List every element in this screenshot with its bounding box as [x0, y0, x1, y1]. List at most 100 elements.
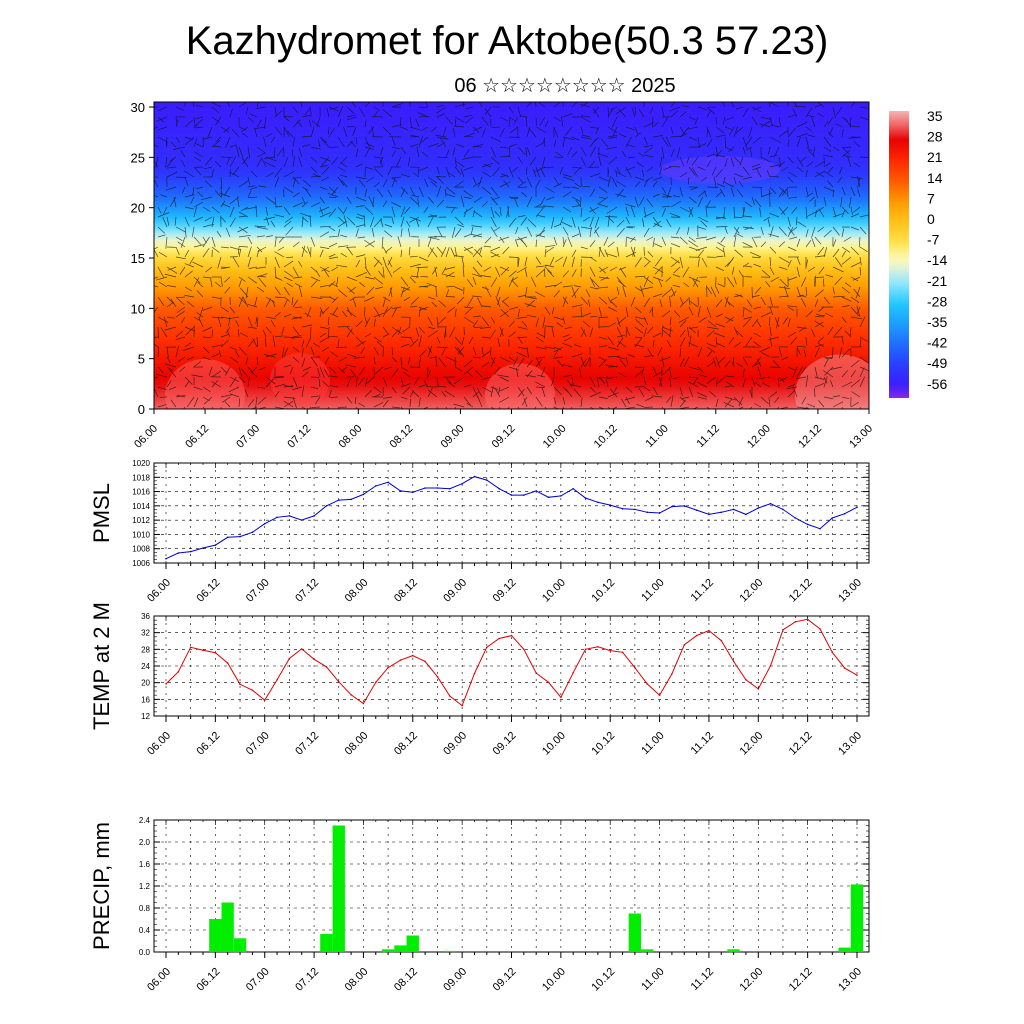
wind-barb [535, 317, 539, 328]
x-tick-label: 12.12 [787, 966, 815, 994]
wind-barb [643, 179, 649, 188]
wind-barb [409, 336, 414, 344]
precip-bar [233, 938, 247, 953]
wind-barb [166, 301, 174, 308]
wind-barb [164, 363, 177, 368]
wind-barb [636, 403, 645, 408]
wind-barb [619, 266, 627, 271]
wind-barb [760, 116, 772, 120]
wind-barb [796, 376, 807, 379]
temp2m-point [300, 648, 303, 650]
wind-barb [329, 256, 339, 259]
wind-barb [451, 226, 456, 238]
wind-barb [198, 317, 204, 328]
wind-barb [292, 119, 301, 128]
wind-barb [263, 216, 276, 221]
wind-barb [728, 336, 735, 345]
wind-barb [751, 295, 760, 298]
wind-barb [758, 376, 771, 380]
colorbar-label: -7 [927, 232, 940, 248]
wind-barb [400, 276, 409, 287]
wind-barb [544, 284, 557, 288]
wind-barb [365, 142, 375, 148]
wind-barb [427, 247, 435, 258]
wind-barb [577, 226, 582, 238]
wind-barb [571, 304, 583, 308]
wind-barb [796, 156, 804, 167]
wind-barb [418, 335, 422, 348]
wind-barb [321, 156, 330, 167]
wind-barb [391, 386, 397, 394]
wind-barb [328, 335, 339, 338]
wind-barb [727, 277, 735, 288]
wind-barb [598, 306, 603, 318]
wind-barb [301, 143, 311, 148]
wind-barb [580, 116, 592, 123]
wind-barb [248, 266, 258, 269]
wind-barb [346, 309, 357, 318]
wind-barb [154, 285, 159, 288]
wind-barb [467, 371, 474, 378]
wind-barb [751, 186, 763, 189]
wind-barb [814, 314, 826, 318]
wind-barb [166, 380, 172, 388]
wind-barb [823, 396, 834, 400]
wind-barb [580, 246, 588, 250]
wind-barb [274, 251, 285, 258]
wind-barb [211, 102, 222, 108]
wind-barb [517, 294, 527, 298]
x-tick-label: 06.12 [195, 966, 223, 994]
wind-barb [769, 336, 773, 347]
wind-barb [321, 139, 330, 148]
wind-barb [265, 196, 276, 205]
wind-barb [340, 252, 348, 258]
wind-barb [193, 244, 204, 248]
wind-barb [715, 116, 718, 125]
wind-barb [796, 294, 805, 298]
wind-barb [154, 106, 159, 108]
wind-barb [308, 406, 312, 409]
wind-barb [199, 306, 204, 319]
wind-barb [315, 270, 321, 278]
wind-barb [616, 356, 625, 360]
wind-barb [438, 357, 447, 368]
wind-barb [193, 116, 196, 128]
wind-barb [247, 190, 252, 198]
wind-barb [805, 286, 808, 297]
wind-barb [372, 116, 384, 118]
wind-barb [850, 102, 856, 108]
wind-barb [607, 355, 620, 358]
wind-barb [211, 246, 220, 253]
wind-barb [700, 220, 708, 228]
precip-bar [381, 949, 395, 953]
wind-barb [825, 356, 834, 360]
wind-barb [499, 206, 502, 216]
wind-barb [238, 102, 248, 108]
wind-barb [818, 208, 825, 218]
wind-barb [283, 170, 295, 178]
wind-barb [670, 200, 682, 208]
wind-barb [376, 340, 384, 348]
wind-barb [850, 226, 859, 231]
wind-barb [328, 127, 335, 138]
wind-barb [663, 166, 672, 171]
wind-barb [310, 276, 321, 282]
wind-barb [580, 136, 593, 140]
wind-barb [841, 186, 846, 196]
x-tick-label: 06.12 [183, 423, 211, 451]
wind-barb [321, 176, 330, 182]
wind-barb [643, 136, 648, 145]
wind-barb [190, 196, 195, 205]
wind-barb [408, 246, 411, 256]
wind-barb [472, 391, 480, 398]
wind-barb [553, 182, 563, 188]
wind-barb [697, 106, 708, 111]
wind-barb [769, 102, 771, 108]
wind-barb [157, 206, 162, 214]
wind-barb [445, 285, 456, 288]
wind-barb [425, 102, 429, 108]
wind-barb [476, 387, 483, 398]
wind-barb [387, 166, 393, 176]
pmsl-point [720, 511, 723, 514]
wind-barb [654, 256, 663, 267]
